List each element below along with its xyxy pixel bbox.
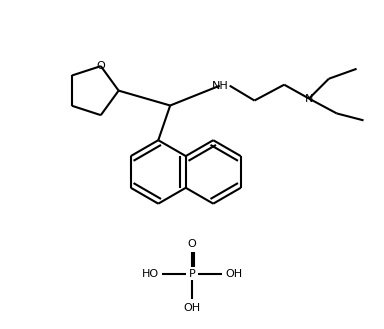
- Text: O: O: [96, 61, 105, 71]
- Text: NH: NH: [211, 81, 228, 91]
- Text: P: P: [189, 269, 195, 279]
- Text: O: O: [188, 239, 196, 249]
- Text: OH: OH: [184, 303, 200, 313]
- Text: OH: OH: [225, 269, 242, 279]
- Text: N: N: [305, 93, 313, 104]
- Text: HO: HO: [142, 269, 159, 279]
